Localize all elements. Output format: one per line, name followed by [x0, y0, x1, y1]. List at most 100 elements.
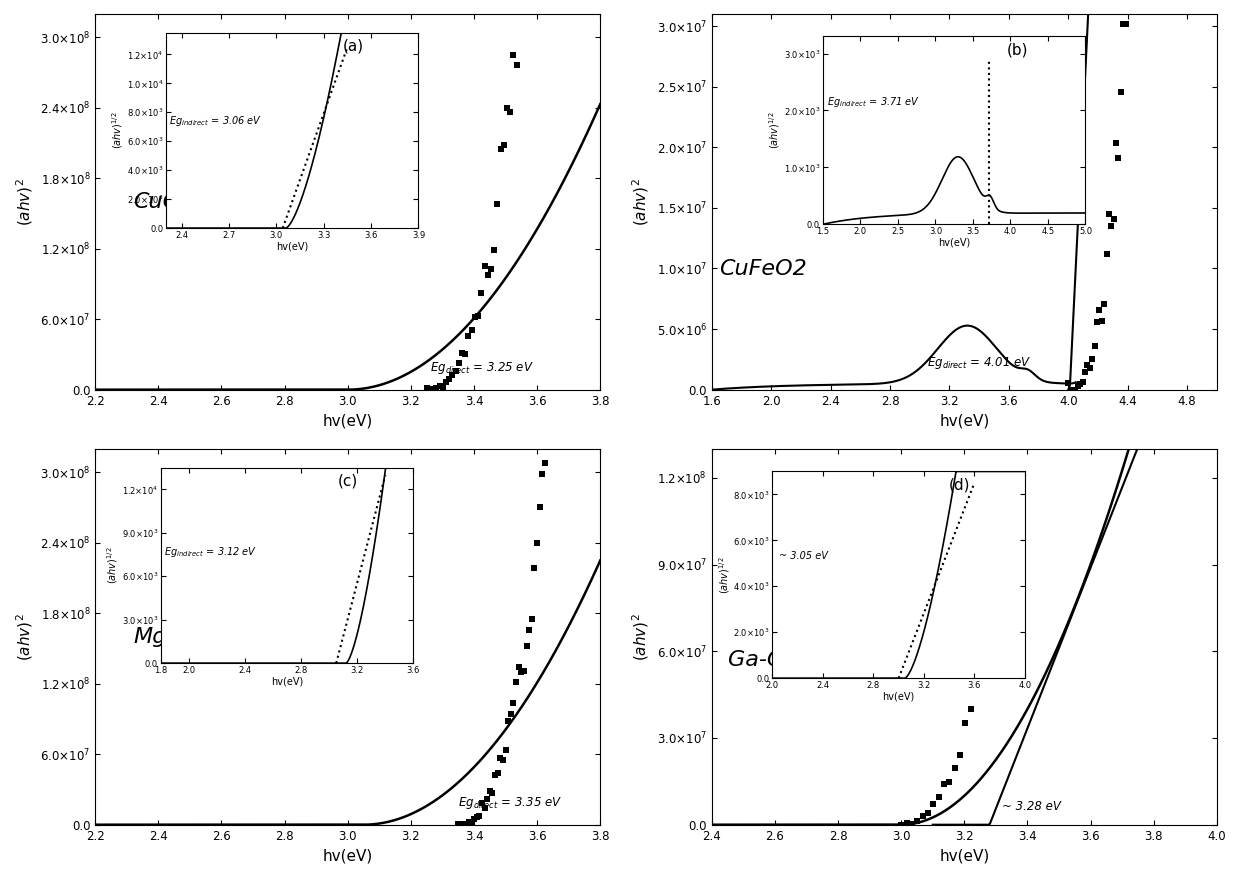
Point	[417, 381, 436, 395]
Point	[1003, 390, 1023, 404]
Point	[1059, 376, 1079, 390]
Point	[487, 197, 507, 211]
Text: Eg$_{direct}$ = 3.25 eV: Eg$_{direct}$ = 3.25 eV	[430, 360, 533, 375]
Point	[971, 644, 991, 658]
Point	[443, 368, 463, 382]
Point	[897, 816, 916, 831]
Point	[471, 286, 491, 300]
Point	[913, 809, 932, 823]
Point	[1085, 339, 1105, 353]
Point	[1109, 151, 1128, 165]
Point	[1080, 361, 1100, 375]
Point	[511, 665, 531, 679]
Point	[1094, 296, 1114, 310]
Point	[982, 547, 1002, 561]
Point	[1065, 382, 1085, 396]
Point	[892, 817, 911, 831]
Y-axis label: $(ahv)^2$: $(ahv)^2$	[631, 613, 651, 660]
Point	[456, 817, 476, 831]
Point	[993, 512, 1013, 526]
Point	[525, 561, 544, 575]
Point	[451, 817, 471, 831]
Point	[562, 79, 582, 93]
Y-axis label: $(ahv)^2$: $(ahv)^2$	[14, 613, 35, 660]
Point	[556, 182, 575, 196]
Point	[469, 309, 489, 323]
Point	[1104, 212, 1123, 226]
Point	[998, 495, 1018, 509]
Y-axis label: $(ahv)^2$: $(ahv)^2$	[14, 178, 35, 225]
Point	[423, 382, 443, 396]
Point	[543, 389, 563, 403]
Point	[522, 612, 542, 626]
Point	[546, 347, 565, 361]
Point	[469, 809, 489, 823]
Point	[477, 268, 497, 282]
Point	[553, 240, 573, 254]
X-axis label: hv(eV): hv(eV)	[939, 848, 990, 863]
Point	[496, 744, 516, 758]
Point	[541, 384, 560, 398]
Text: ~ 3.28 eV: ~ 3.28 eV	[1002, 800, 1061, 813]
Point	[1047, 39, 1066, 53]
Point	[961, 702, 981, 716]
Point	[494, 752, 513, 766]
Point	[461, 323, 481, 337]
Point	[494, 138, 513, 152]
Point	[1035, 96, 1055, 110]
Point	[934, 777, 954, 791]
Point	[497, 101, 517, 115]
Point	[574, 82, 594, 96]
Point	[1090, 303, 1110, 317]
Point	[1116, 18, 1136, 32]
Point	[559, 71, 579, 85]
Point	[503, 48, 523, 62]
Point	[1070, 377, 1090, 391]
Text: Eg$_{direct}$ = 4.01 eV: Eg$_{direct}$ = 4.01 eV	[928, 355, 1032, 372]
Point	[536, 456, 556, 470]
Point	[1087, 316, 1107, 330]
Point	[420, 381, 440, 396]
Point	[548, 286, 568, 300]
Point	[508, 660, 528, 674]
Point	[459, 329, 479, 343]
Point	[453, 346, 472, 360]
Point	[433, 380, 453, 394]
Point	[529, 500, 549, 514]
Point	[918, 806, 937, 820]
Text: CuCrO2: CuCrO2	[133, 192, 219, 211]
Point	[465, 310, 485, 324]
Point	[901, 816, 921, 831]
Point	[1118, 5, 1138, 19]
Point	[567, 43, 587, 57]
Point	[490, 751, 510, 765]
Y-axis label: $(ahv)^2$: $(ahv)^2$	[630, 178, 651, 225]
Point	[510, 4, 529, 18]
Point	[503, 696, 523, 710]
Point	[487, 766, 507, 781]
Point	[940, 775, 960, 789]
Point	[538, 424, 558, 438]
Point	[485, 768, 505, 782]
Point	[1009, 345, 1029, 359]
Point	[1096, 246, 1116, 260]
Point	[1101, 219, 1121, 233]
Point	[1111, 85, 1131, 99]
Point	[987, 538, 1007, 552]
Point	[481, 262, 501, 276]
Point	[532, 467, 552, 481]
Point	[956, 716, 976, 730]
Point	[436, 375, 456, 389]
Point	[449, 817, 469, 831]
Text: Mg-CuCrO2: Mg-CuCrO2	[133, 627, 260, 646]
Point	[1068, 379, 1087, 393]
Point	[945, 760, 965, 774]
Point	[513, 0, 533, 11]
Point	[1014, 363, 1034, 377]
X-axis label: hv(eV): hv(eV)	[939, 413, 990, 428]
Point	[1114, 17, 1133, 31]
Point	[439, 372, 459, 386]
Point	[1025, 199, 1045, 213]
Point	[517, 639, 537, 653]
Point	[477, 792, 497, 806]
